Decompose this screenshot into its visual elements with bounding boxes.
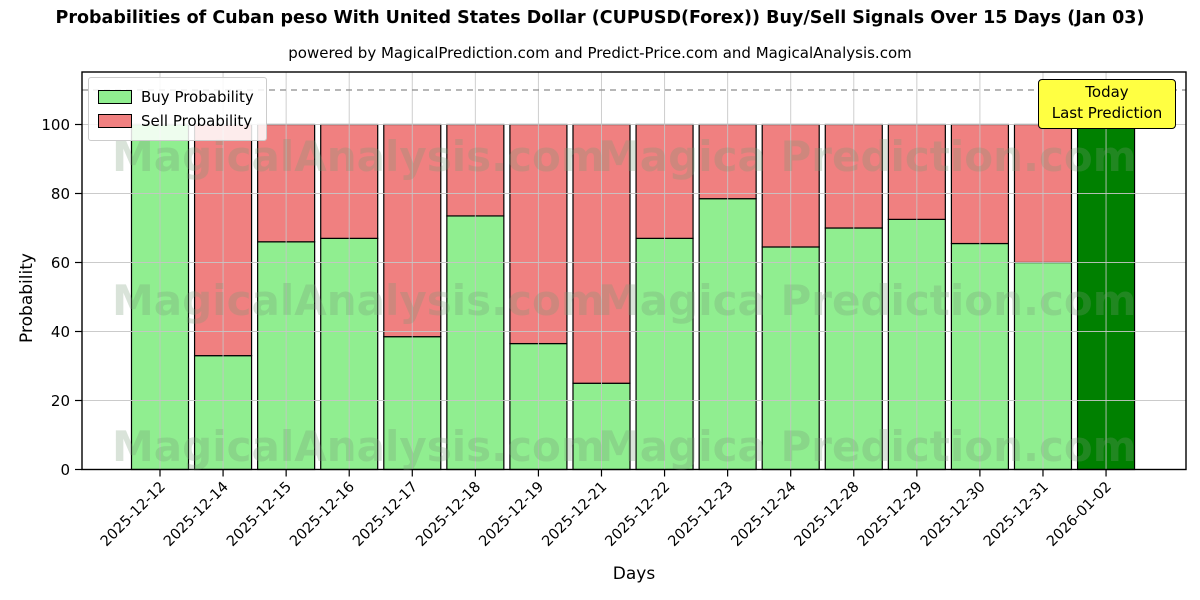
- legend-item-buy: Buy Probability: [98, 85, 254, 109]
- y-tick-label: 40: [51, 323, 70, 341]
- x-tick-label: 2025-12-12: [98, 479, 169, 550]
- y-tick-label: 100: [41, 116, 70, 134]
- legend-label-sell: Sell Probability: [141, 112, 253, 130]
- x-tick-label: 2025-12-22: [602, 479, 673, 550]
- annotation-line2: Last Prediction: [1051, 104, 1163, 123]
- x-tick-label: 2025-12-29: [855, 479, 926, 550]
- x-tick-label: 2025-12-19: [476, 479, 547, 550]
- y-tick-label: 20: [51, 392, 70, 410]
- today-annotation-box: Today Last Prediction: [1038, 79, 1176, 129]
- legend: Buy Probability Sell Probability: [88, 77, 267, 141]
- axes-frame: [81, 71, 1187, 471]
- chart-subtitle: powered by MagicalPrediction.com and Pre…: [288, 44, 912, 62]
- x-tick-label: 2025-12-31: [981, 479, 1052, 550]
- x-tick-label: 2025-12-24: [729, 479, 800, 550]
- x-tick-label: 2025-12-14: [161, 479, 232, 550]
- legend-item-sell: Sell Probability: [98, 109, 254, 133]
- x-tick-label: 2025-12-23: [666, 479, 737, 550]
- chart-title: Probabilities of Cuban peso With United …: [55, 8, 1145, 28]
- x-tick-label: 2025-12-30: [918, 479, 989, 550]
- x-tick-label: 2025-12-28: [792, 479, 863, 550]
- buy-color-swatch: [98, 90, 132, 104]
- x-tick-label: 2026-01-02: [1044, 479, 1115, 550]
- legend-label-buy: Buy Probability: [141, 88, 254, 106]
- x-tick-label: 2025-12-21: [539, 479, 610, 550]
- annotation-line1: Today: [1085, 83, 1129, 101]
- x-tick-label: 2025-12-16: [287, 479, 358, 550]
- y-tick-label: 0: [60, 461, 70, 479]
- sell-color-swatch: [98, 114, 132, 128]
- x-axis-label: Days: [612, 564, 656, 584]
- y-tick-label: 60: [51, 254, 70, 272]
- x-tick-label: 2025-12-17: [350, 479, 421, 550]
- y-axis-label: Probability: [17, 253, 37, 343]
- x-tick-label: 2025-12-18: [413, 479, 484, 550]
- x-tick-label: 2025-12-15: [224, 479, 295, 550]
- y-tick-label: 80: [51, 185, 70, 203]
